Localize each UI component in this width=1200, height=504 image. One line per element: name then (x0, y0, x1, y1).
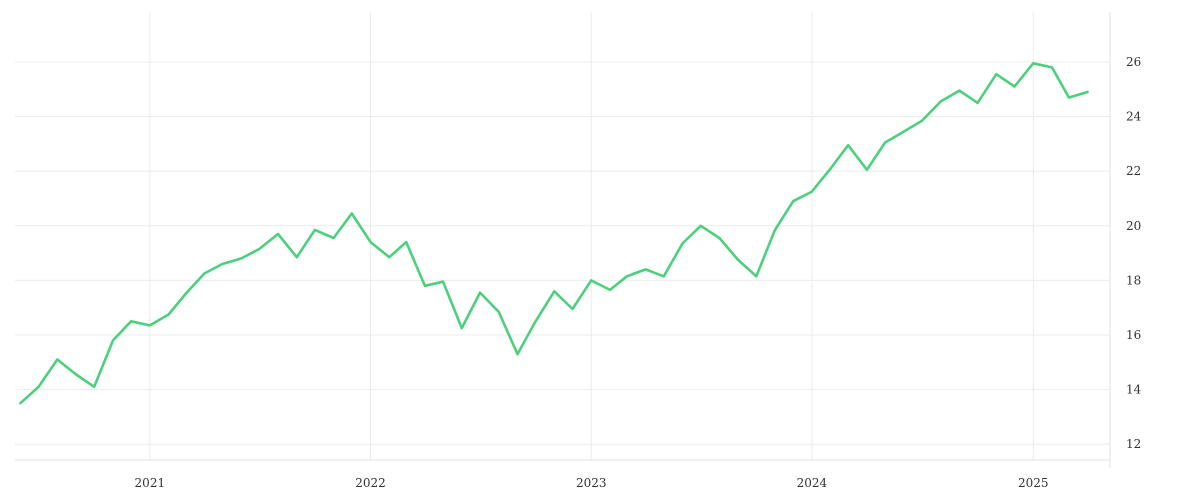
x-tick-label: 2022 (355, 476, 386, 490)
y-tick-label: 16 (1126, 328, 1141, 342)
y-tick-label: 20 (1126, 219, 1141, 233)
x-tick-label: 2021 (135, 476, 166, 490)
y-tick-label: 14 (1126, 383, 1142, 397)
x-tick-label: 2024 (797, 476, 828, 490)
y-tick-label: 22 (1126, 164, 1141, 178)
series-layer (19, 61, 1089, 405)
x-tick-label: 2025 (1018, 476, 1049, 490)
axes (15, 12, 1111, 468)
grid (15, 12, 1110, 460)
y-tick-label: 26 (1126, 55, 1141, 69)
series-line (19, 61, 1089, 405)
y-tick-label: 18 (1126, 273, 1141, 287)
y-tick-label: 24 (1126, 110, 1142, 124)
x-tick-label: 2023 (576, 476, 607, 490)
y-tick-label: 12 (1126, 437, 1141, 451)
